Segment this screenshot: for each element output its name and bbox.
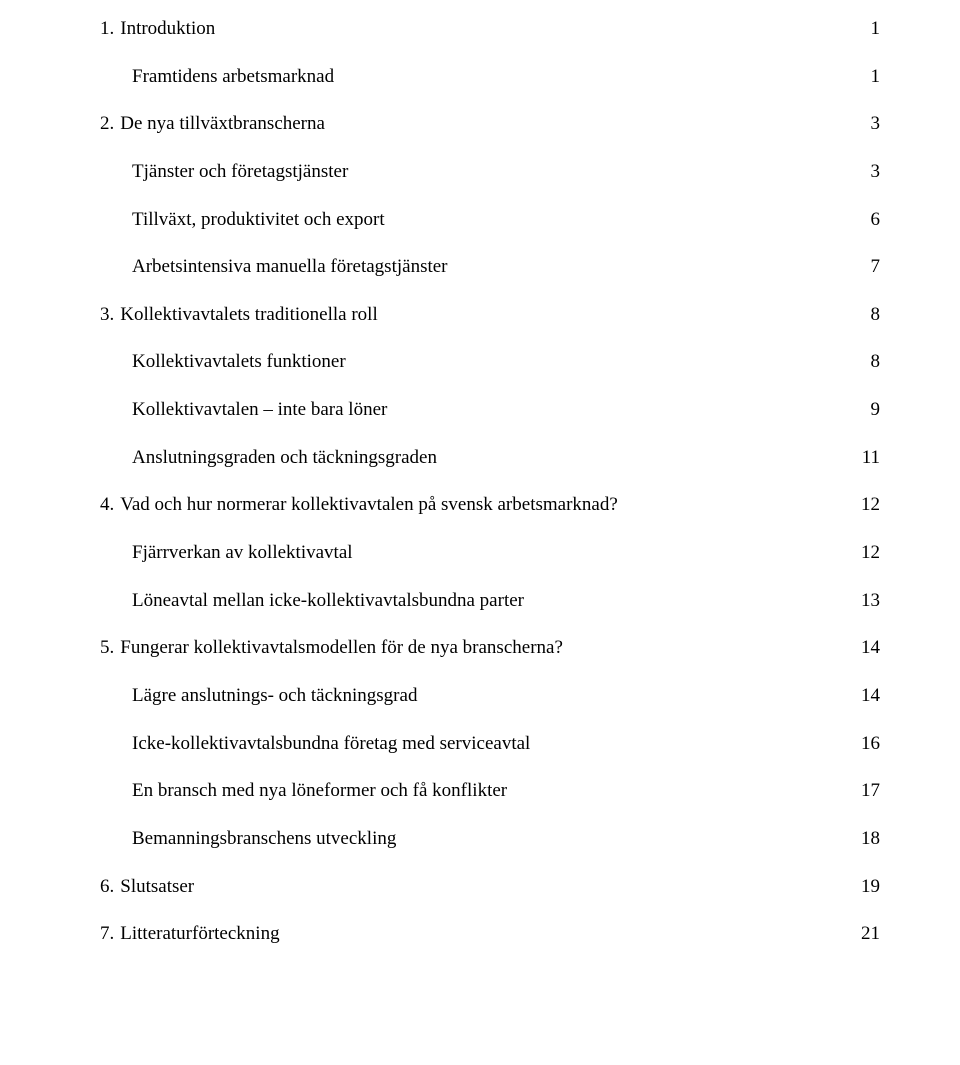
toc-row: Bemanningsbranschens utveckling 18	[100, 826, 880, 852]
toc-row: Kollektivavtalets funktioner 8	[100, 349, 880, 375]
toc-row: Löneavtal mellan icke-kollektivavtalsbun…	[100, 588, 880, 614]
toc-page-number: 17	[856, 778, 880, 804]
toc-row: 6.Slutsatser 19	[100, 874, 880, 900]
toc-label: Löneavtal mellan icke-kollektivavtalsbun…	[132, 588, 524, 614]
toc-row: 3.Kollektivavtalets traditionella roll 8	[100, 302, 880, 328]
toc-row: 5.Fungerar kollektivavtalsmodellen för d…	[100, 635, 880, 661]
toc-number: 7.	[100, 921, 114, 947]
toc-page-number: 7	[856, 254, 880, 280]
toc-page-number: 9	[856, 397, 880, 423]
toc-number: 2.	[100, 111, 114, 137]
toc-page-number: 21	[856, 921, 880, 947]
toc-page-number: 8	[856, 302, 880, 328]
toc-number: 1.	[100, 16, 114, 42]
toc-label: Slutsatser	[120, 874, 194, 900]
toc-page-number: 14	[856, 635, 880, 661]
toc-label: Arbetsintensiva manuella företagstjänste…	[132, 254, 448, 280]
toc-row: Kollektivavtalen – inte bara löner 9	[100, 397, 880, 423]
toc-row: Anslutningsgraden och täckningsgraden 11	[100, 445, 880, 471]
toc-row: En bransch med nya löneformer och få kon…	[100, 778, 880, 804]
toc-row: Framtidens arbetsmarknad 1	[100, 64, 880, 90]
toc-page-number: 8	[856, 349, 880, 375]
toc-number: 4.	[100, 492, 114, 518]
toc-page-number: 3	[856, 159, 880, 185]
toc-label: Kollektivavtalen – inte bara löner	[132, 397, 387, 423]
toc-page-number: 13	[856, 588, 880, 614]
toc-label: Fjärrverkan av kollektivavtal	[132, 540, 353, 566]
toc-row: 4.Vad och hur normerar kollektivavtalen …	[100, 492, 880, 518]
toc-row: 2.De nya tillväxtbranscherna 3	[100, 111, 880, 137]
toc-page-number: 18	[856, 826, 880, 852]
toc-label: Icke-kollektivavtalsbundna företag med s…	[132, 731, 530, 757]
toc-label: Introduktion	[120, 16, 215, 42]
toc-row: Tillväxt, produktivitet och export 6	[100, 207, 880, 233]
toc-label: Fungerar kollektivavtalsmodellen för de …	[120, 635, 563, 661]
toc-page-number: 3	[856, 111, 880, 137]
toc-label: En bransch med nya löneformer och få kon…	[132, 778, 507, 804]
toc-label: Lägre anslutnings- och täckningsgrad	[132, 683, 417, 709]
toc-page-number: 12	[856, 492, 880, 518]
toc-label: Anslutningsgraden och täckningsgraden	[132, 445, 437, 471]
toc-label: Kollektivavtalets funktioner	[132, 349, 346, 375]
toc-label: Tjänster och företagstjänster	[132, 159, 348, 185]
toc-page-number: 16	[856, 731, 880, 757]
toc-number: 5.	[100, 635, 114, 661]
toc-page-number: 1	[856, 16, 880, 42]
toc-page-number: 19	[856, 874, 880, 900]
toc-page-number: 6	[856, 207, 880, 233]
toc-row: Arbetsintensiva manuella företagstjänste…	[100, 254, 880, 280]
toc-page-number: 12	[856, 540, 880, 566]
toc-label: Vad och hur normerar kollektivavtalen på…	[120, 492, 618, 518]
toc-page-number: 11	[856, 445, 880, 471]
toc-label: Framtidens arbetsmarknad	[132, 64, 334, 90]
toc-label: Litteraturförteckning	[120, 921, 279, 947]
toc-page-number: 14	[856, 683, 880, 709]
toc-row: Fjärrverkan av kollektivavtal 12	[100, 540, 880, 566]
toc-label: Tillväxt, produktivitet och export	[132, 207, 385, 233]
toc-label: De nya tillväxtbranscherna	[120, 111, 325, 137]
toc-number: 3.	[100, 302, 114, 328]
toc-number: 6.	[100, 874, 114, 900]
toc-page-number: 1	[856, 64, 880, 90]
toc-row: Tjänster och företagstjänster 3	[100, 159, 880, 185]
toc-row: 1.Introduktion 1	[100, 16, 880, 42]
toc-label: Bemanningsbranschens utveckling	[132, 826, 396, 852]
toc-label: Kollektivavtalets traditionella roll	[120, 302, 377, 328]
toc-row: Icke-kollektivavtalsbundna företag med s…	[100, 731, 880, 757]
toc-row: Lägre anslutnings- och täckningsgrad 14	[100, 683, 880, 709]
toc-page: 1.Introduktion 1 Framtidens arbetsmarknad 1…	[0, 0, 960, 1009]
toc-row: 7.Litteraturförteckning 21	[100, 921, 880, 947]
